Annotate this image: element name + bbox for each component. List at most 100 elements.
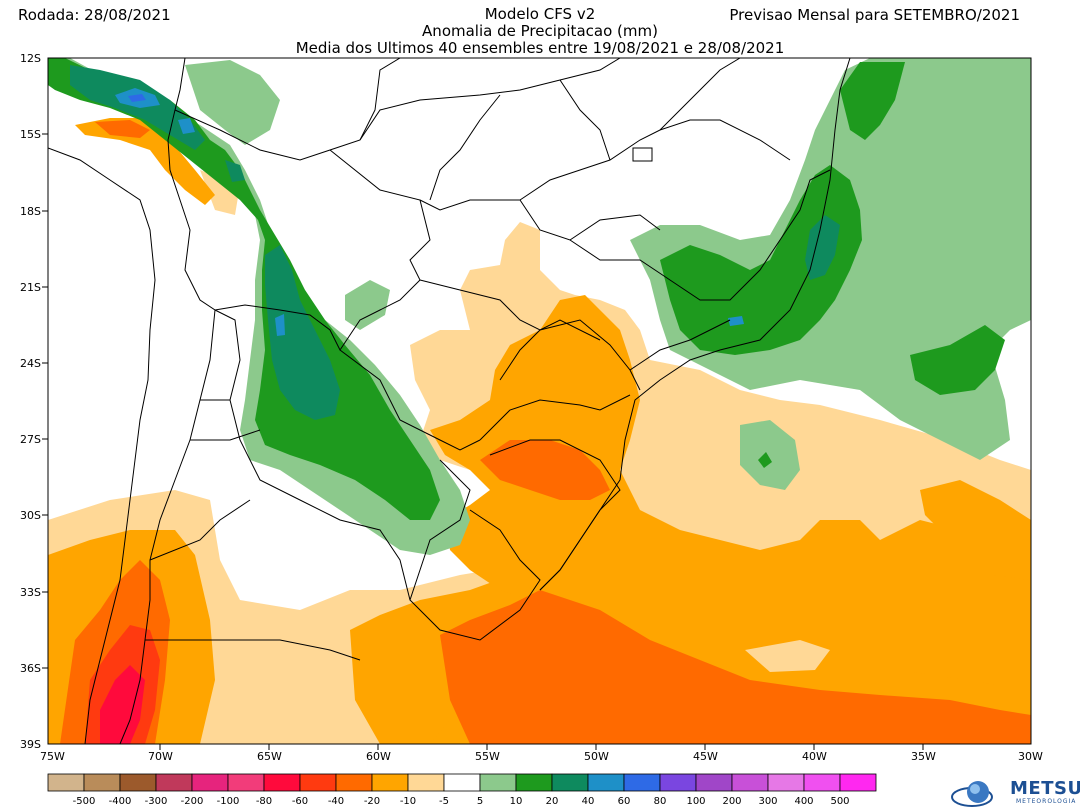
colorbar-swatch (443, 773, 481, 792)
colorbar-label: 10 (509, 796, 523, 807)
colorbar-swatch (659, 773, 697, 792)
lat-label: 27S (20, 433, 41, 446)
colorbar-swatch (767, 773, 805, 792)
south-america-coastline-west (48, 147, 156, 744)
colorbar-label: 400 (794, 796, 814, 807)
map-frame (47, 57, 1032, 745)
colorbar-swatch (839, 773, 877, 792)
argentina-internal-3 (190, 429, 261, 441)
colorbar-swatch (515, 773, 553, 792)
colorbar-label: 500 (830, 796, 850, 807)
colorbar-label: -10 (399, 796, 417, 807)
anomaly-neutral-patch-2 (270, 675, 340, 730)
colorbar-label: 80 (653, 796, 667, 807)
colorbar-swatch (83, 773, 121, 792)
lat-label: 12S (20, 52, 41, 65)
colorbar-label: -500 (72, 796, 96, 807)
colorbar-swatch (731, 773, 769, 792)
anomaly-light-green-paraguay (345, 280, 390, 330)
lon-label: 45W (693, 750, 718, 763)
forecast-title: Previsao Mensal para SETEMBRO/2021 (729, 6, 1020, 24)
uruguay-border (409, 459, 541, 641)
lon-label: 60W (366, 750, 391, 763)
mt-border (359, 58, 621, 141)
andes-border (119, 58, 216, 744)
colorbar-label: -200 (180, 796, 204, 807)
colorbar-label: 100 (686, 796, 706, 807)
argentina-internal-2 (149, 499, 251, 561)
variable-title: Anomalia de Precipitacao (mm) (422, 22, 658, 40)
colorbar-swatch (155, 773, 193, 792)
anomaly-teal-east (805, 215, 840, 280)
sp-rj-border (629, 319, 731, 371)
colorbar-label: 5 (476, 796, 484, 807)
anomaly-orange-north (75, 118, 215, 205)
anomaly-green-ocean-dot (758, 452, 772, 468)
anomaly-green-east (660, 165, 862, 355)
colorbar-label: 40 (581, 796, 595, 807)
argentina-brazil-border (419, 279, 601, 341)
lon-label: 75W (40, 750, 65, 763)
colorbar (47, 773, 877, 792)
lat-label: 24S (20, 357, 41, 370)
lon-label: 70W (148, 750, 173, 763)
latitude-axis: 12S 15S 18S 21S 24S 27S 30S 33S 36S 39S (20, 52, 41, 751)
anomaly-dark-orange-north (95, 120, 150, 138)
colorbar-label: 60 (617, 796, 631, 807)
colorbar-label: -80 (255, 796, 273, 807)
lat-label: 18S (20, 205, 41, 218)
colorbar-label: -40 (327, 796, 345, 807)
anomaly-orange-east (920, 480, 1031, 580)
ms-border (419, 199, 661, 241)
lat-label: 21S (20, 281, 41, 294)
title-block: Modelo CFS v2 Anomalia de Precipitacao (… (0, 6, 1080, 57)
colorbar-swatch (407, 773, 445, 792)
anomaly-light-green-ocean-1 (740, 420, 800, 490)
longitude-axis: 75W 70W 65W 60W 55W 50W 45W 40W 35W 30W (40, 750, 1043, 763)
lon-label: 55W (475, 750, 500, 763)
lat-label: 36S (20, 662, 41, 675)
lon-label: 35W (911, 750, 936, 763)
colorbar-swatch (695, 773, 733, 792)
lon-label: 40W (802, 750, 827, 763)
anomaly-fields (48, 58, 1031, 744)
colorbar-swatch (263, 773, 301, 792)
ensemble-title: Media dos Ultimos 40 ensembles entre 19/… (295, 39, 785, 57)
colorbar-label: -400 (108, 796, 132, 807)
colorbar-label: -20 (363, 796, 381, 807)
anomaly-red-west-core (100, 665, 145, 744)
anomaly-teal-west (265, 245, 340, 420)
anomaly-teal-bolivia (225, 160, 245, 182)
colorbar-label: -5 (439, 796, 449, 807)
anomaly-dark-orange-south (440, 590, 1031, 744)
globe-icon (951, 781, 993, 807)
colorbar-swatch (227, 773, 265, 792)
colorbar-swatch (371, 773, 409, 792)
colorbar-swatch (551, 773, 589, 792)
anomaly-blue-northwest-2 (178, 118, 195, 134)
bolivia-south-border (214, 304, 341, 351)
lat-label: 30S (20, 509, 41, 522)
go-border (519, 119, 791, 201)
colorbar-swatch (47, 773, 85, 792)
lon-label: 50W (584, 750, 609, 763)
colorbar-label: 200 (722, 796, 742, 807)
lon-label: 65W (257, 750, 282, 763)
colorbar-label: 20 (545, 796, 559, 807)
mt-to-go-border (429, 94, 501, 201)
sc-pr-border (479, 394, 631, 441)
argentina-internal (214, 309, 411, 601)
colorbar-label: -60 (291, 796, 309, 807)
colorbar-swatch (299, 773, 337, 792)
colorbar-label: -100 (216, 796, 240, 807)
lat-label: 15S (20, 128, 41, 141)
colorbar-swatch (587, 773, 625, 792)
colorbar-swatch (479, 773, 517, 792)
logo-name: METSUL (1010, 778, 1080, 799)
anomaly-blue-east (728, 316, 744, 326)
colorbar-swatch (191, 773, 229, 792)
anomaly-neutral-patch-1 (745, 640, 830, 672)
model-title: Modelo CFS v2 (484, 5, 596, 23)
df-box (632, 147, 653, 162)
